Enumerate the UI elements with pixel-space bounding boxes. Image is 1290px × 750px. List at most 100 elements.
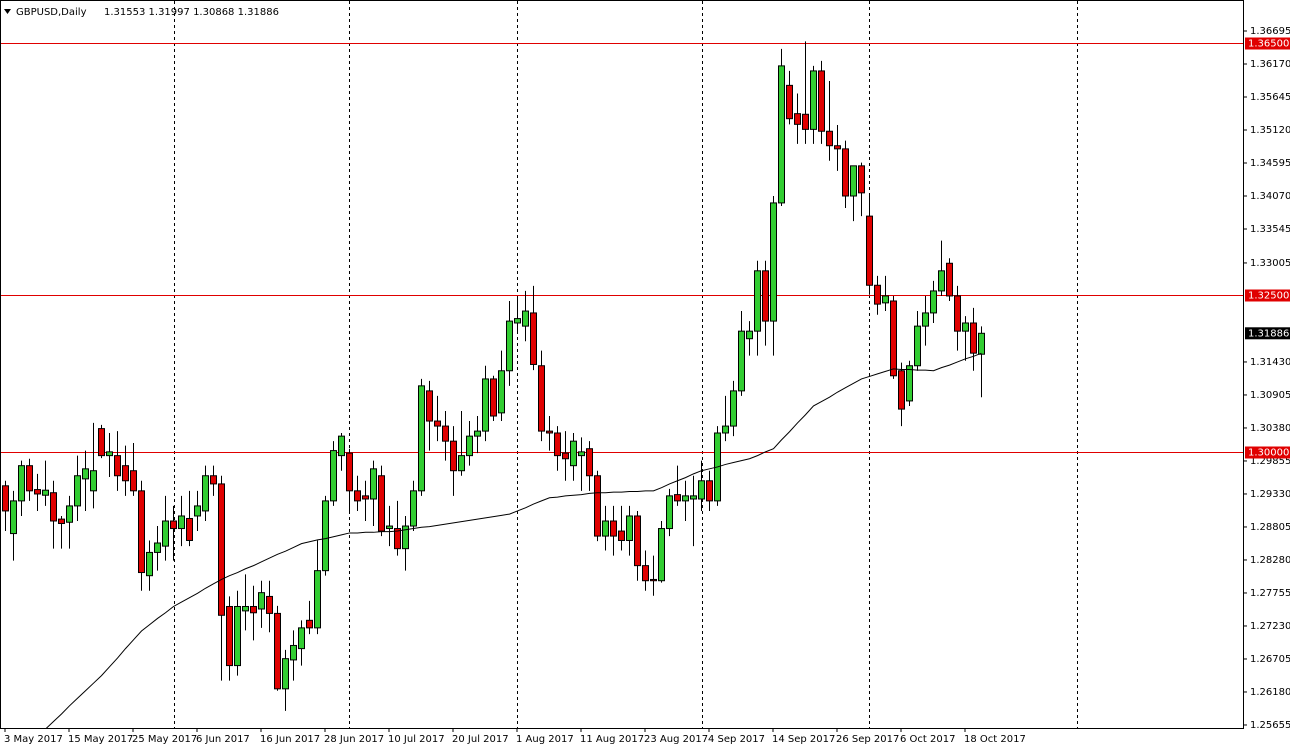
y-tick-label: 1.33545 [1250,224,1290,235]
x-tick-label: 28 Jun 2017 [324,734,384,745]
candle-body [322,500,329,572]
candle-body [538,365,545,432]
candle-body [930,290,937,314]
x-tick-label: 23 Aug 2017 [644,734,708,745]
candle-body [970,322,977,354]
chart-title: GBPUSD,Daily [16,7,87,18]
candle-body [154,542,161,553]
candle-body [514,318,521,324]
y-tick-label: 1.26705 [1250,654,1290,665]
candle-body [314,570,321,629]
candle-body [402,525,409,550]
candle-body [546,430,553,434]
candle-body [34,489,41,495]
last-price-label: 1.31886 [1248,328,1289,339]
candle-body [98,428,105,457]
candle-body [442,425,449,442]
y-tick-label: 1.26180 [1250,687,1290,698]
candle-body [906,365,913,402]
x-tick-label: 16 Jun 2017 [260,734,320,745]
candle-body [882,295,889,304]
candle-body [834,145,841,150]
level-label-box [1245,37,1290,50]
y-tick-label: 1.34070 [1250,191,1290,202]
axes: 1.36695 1.36170 1.35645 1.35120 1.34595 1.340… [4,26,1290,745]
candle-body [18,465,25,502]
candle-body [66,505,73,523]
candle-body [146,551,153,577]
candle-body [674,494,681,502]
menu-arrow[interactable] [4,9,11,14]
candle-body [282,658,289,690]
candle-body [586,448,593,477]
candle-body [170,520,177,530]
candle-body [850,165,857,197]
candle-body [114,455,121,477]
y-tick-label: 1.30905 [1250,390,1290,401]
candle-body [666,495,673,530]
candle-body [226,605,233,667]
candle-body [410,490,417,527]
candle-body [754,270,761,332]
candle-body [482,378,489,432]
candle-body [506,320,513,372]
candle-body [978,332,985,355]
candle-body [202,475,209,512]
y-tick-label: 1.25655 [1250,720,1290,731]
plot-frame [0,0,1244,729]
y-tick-label: 1.27755 [1250,588,1290,599]
candle-body [370,468,377,500]
candle-body [418,385,425,492]
candle-body [826,130,833,147]
candle-body [194,505,201,517]
candle-body [378,475,385,532]
candle-body [954,295,961,332]
candle-body [90,470,97,492]
level-label: 1.32500 [1248,291,1289,302]
candle-body [634,515,641,567]
candle-body [810,70,817,130]
candle-body [522,310,529,327]
candle-body [794,113,801,125]
candle-body [178,515,185,530]
candle-body [642,565,649,582]
candle-body [346,452,353,492]
candle-body [874,284,881,305]
y-tick-label: 1.28280 [1250,555,1290,566]
candle-body [770,202,777,322]
x-tick-label: 4 Sep 2017 [708,734,765,745]
candle-body [218,483,225,616]
candle-body [602,520,609,537]
candle-body [26,465,33,492]
candle-body [682,495,689,502]
candle-body [258,592,265,610]
candle-body [266,595,273,614]
candle-body [946,262,953,297]
candle-body [578,451,585,457]
candle-body [842,148,849,197]
y-tick-label: 1.28805 [1250,522,1290,533]
candle-body [778,65,785,204]
y-tick-label: 1.34595 [1250,158,1290,169]
candle-body [698,480,705,500]
candle-body [122,465,129,482]
candle-body [650,578,657,582]
candle-body [938,270,945,292]
candle-body [250,605,257,614]
candle-body [458,455,465,472]
candle-body [138,490,145,574]
y-tick-label: 1.27230 [1250,621,1290,632]
x-tick-label: 3 May 2017 [4,734,63,745]
candle-body [802,113,809,130]
plot [1,41,1243,728]
x-tick-label: 6 Jun 2017 [196,734,250,745]
candle-body [106,451,113,457]
x-tick-label: 10 Jul 2017 [388,734,445,745]
candle-body [890,300,897,377]
x-tick-label: 20 Jul 2017 [452,734,509,745]
candle-body [554,432,561,457]
period-separators [174,1,1078,728]
candle-body [898,370,905,410]
